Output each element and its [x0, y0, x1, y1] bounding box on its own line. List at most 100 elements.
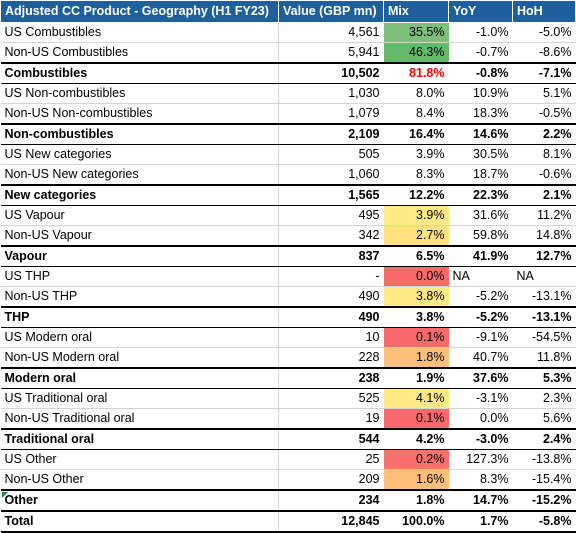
cell-mix[interactable]: 35.5%: [383, 22, 449, 43]
cell-value[interactable]: 209: [278, 469, 384, 491]
cell-value[interactable]: 1,060: [278, 164, 384, 186]
cell-hoh[interactable]: -13.1%: [512, 306, 576, 328]
cell-mix[interactable]: 0.1%: [383, 327, 449, 348]
cell-hoh[interactable]: 11.8%: [512, 347, 576, 369]
cell-label[interactable]: Non-US Other: [0, 469, 279, 491]
cell-mix[interactable]: 3.9%: [383, 205, 449, 226]
cell-yoy[interactable]: 59.8%: [448, 225, 513, 247]
cell-value[interactable]: 228: [278, 347, 384, 369]
cell-label[interactable]: Vapour: [0, 245, 279, 267]
cell-label[interactable]: US Vapour: [0, 205, 279, 226]
cell-yoy[interactable]: 37.6%: [448, 367, 513, 389]
cell-label[interactable]: US Other: [0, 449, 279, 470]
cell-hoh[interactable]: 2.2%: [512, 123, 576, 145]
cell-value[interactable]: 342: [278, 225, 384, 247]
cell-yoy[interactable]: 18.3%: [448, 103, 513, 125]
cell-label[interactable]: New categories: [0, 184, 279, 206]
cell-value[interactable]: 490: [278, 306, 384, 328]
cell-value[interactable]: 2,109: [278, 123, 384, 145]
cell-value[interactable]: 238: [278, 367, 384, 389]
cell-hoh[interactable]: 5.3%: [512, 367, 576, 389]
cell-hoh[interactable]: -0.6%: [512, 164, 576, 186]
cell-yoy[interactable]: -0.8%: [448, 62, 513, 84]
cell-yoy[interactable]: 1.7%: [448, 510, 513, 533]
cell-label[interactable]: US Traditional oral: [0, 388, 279, 409]
cell-hoh[interactable]: 11.2%: [512, 205, 576, 226]
cell-mix[interactable]: 3.8%: [383, 286, 449, 308]
cell-hoh[interactable]: -15.4%: [512, 469, 576, 491]
cell-mix[interactable]: 16.4%: [383, 123, 449, 145]
cell-value[interactable]: 5,941: [278, 42, 384, 64]
cell-yoy[interactable]: 18.7%: [448, 164, 513, 186]
cell-label[interactable]: Non-US THP: [0, 286, 279, 308]
cell-mix[interactable]: 8.0%: [383, 83, 449, 104]
cell-value[interactable]: 837: [278, 245, 384, 267]
cell-hoh[interactable]: 14.8%: [512, 225, 576, 247]
cell-mix[interactable]: 1.8%: [383, 347, 449, 369]
cell-hoh[interactable]: 8.1%: [512, 144, 576, 165]
cell-mix[interactable]: 4.1%: [383, 388, 449, 409]
cell-hoh[interactable]: 2.1%: [512, 184, 576, 206]
cell-comment-marker-icon[interactable]: [1, 492, 8, 498]
cell-value[interactable]: -: [278, 266, 384, 287]
cell-value[interactable]: 12,845: [278, 510, 384, 533]
cell-yoy[interactable]: 22.3%: [448, 184, 513, 206]
cell-mix[interactable]: 12.2%: [383, 184, 449, 206]
cell-value[interactable]: 25: [278, 449, 384, 470]
cell-yoy[interactable]: 30.5%: [448, 144, 513, 165]
cell-hoh[interactable]: -54.5%: [512, 327, 576, 348]
cell-label[interactable]: US THP: [0, 266, 279, 287]
cell-mix[interactable]: 0.2%: [383, 449, 449, 470]
cell-yoy[interactable]: -3.1%: [448, 388, 513, 409]
cell-mix[interactable]: 46.3%: [383, 42, 449, 64]
cell-hoh[interactable]: 12.7%: [512, 245, 576, 267]
cell-label[interactable]: US Combustibles: [0, 22, 279, 43]
cell-label[interactable]: Traditional oral: [0, 428, 279, 450]
cell-mix[interactable]: 8.3%: [383, 164, 449, 186]
cell-yoy[interactable]: -5.2%: [448, 306, 513, 328]
cell-yoy[interactable]: 41.9%: [448, 245, 513, 267]
cell-mix[interactable]: 2.7%: [383, 225, 449, 247]
cell-hoh[interactable]: -13.1%: [512, 286, 576, 308]
cell-label[interactable]: Non-US Vapour: [0, 225, 279, 247]
cell-value[interactable]: 1,565: [278, 184, 384, 206]
cell-mix[interactable]: 6.5%: [383, 245, 449, 267]
cell-value[interactable]: 1,079: [278, 103, 384, 125]
cell-value[interactable]: 544: [278, 428, 384, 450]
cell-yoy[interactable]: NA: [448, 266, 513, 287]
cell-hoh[interactable]: 5.1%: [512, 83, 576, 104]
cell-yoy[interactable]: -3.0%: [448, 428, 513, 450]
cell-hoh[interactable]: 2.4%: [512, 428, 576, 450]
cell-mix[interactable]: 1.9%: [383, 367, 449, 389]
cell-value[interactable]: 495: [278, 205, 384, 226]
cell-label[interactable]: Total: [0, 510, 279, 533]
cell-label[interactable]: Non-US New categories: [0, 164, 279, 186]
cell-hoh[interactable]: -5.8%: [512, 510, 576, 533]
cell-yoy[interactable]: -5.2%: [448, 286, 513, 308]
cell-yoy[interactable]: 8.3%: [448, 469, 513, 491]
cell-mix[interactable]: 3.8%: [383, 306, 449, 328]
cell-mix[interactable]: 4.2%: [383, 428, 449, 450]
cell-yoy[interactable]: 0.0%: [448, 408, 513, 430]
cell-label[interactable]: Modern oral: [0, 367, 279, 389]
cell-label[interactable]: Non-US Modern oral: [0, 347, 279, 369]
header-value[interactable]: Value (GBP mn): [278, 0, 384, 23]
cell-hoh[interactable]: -0.5%: [512, 103, 576, 125]
cell-value[interactable]: 505: [278, 144, 384, 165]
cell-value[interactable]: 525: [278, 388, 384, 409]
cell-label[interactable]: Non-US Combustibles: [0, 42, 279, 64]
cell-mix[interactable]: 3.9%: [383, 144, 449, 165]
cell-yoy[interactable]: -1.0%: [448, 22, 513, 43]
cell-yoy[interactable]: 10.9%: [448, 83, 513, 104]
header-mix[interactable]: Mix: [383, 0, 449, 23]
cell-label[interactable]: Other: [0, 489, 279, 512]
cell-mix[interactable]: 0.1%: [383, 408, 449, 430]
cell-value[interactable]: 234: [278, 489, 384, 512]
cell-hoh[interactable]: 2.3%: [512, 388, 576, 409]
cell-mix[interactable]: 1.6%: [383, 469, 449, 491]
cell-hoh[interactable]: -5.0%: [512, 22, 576, 43]
cell-value[interactable]: 10: [278, 327, 384, 348]
cell-label[interactable]: Non-US Non-combustibles: [0, 103, 279, 125]
cell-yoy[interactable]: 31.6%: [448, 205, 513, 226]
cell-label[interactable]: US Modern oral: [0, 327, 279, 348]
